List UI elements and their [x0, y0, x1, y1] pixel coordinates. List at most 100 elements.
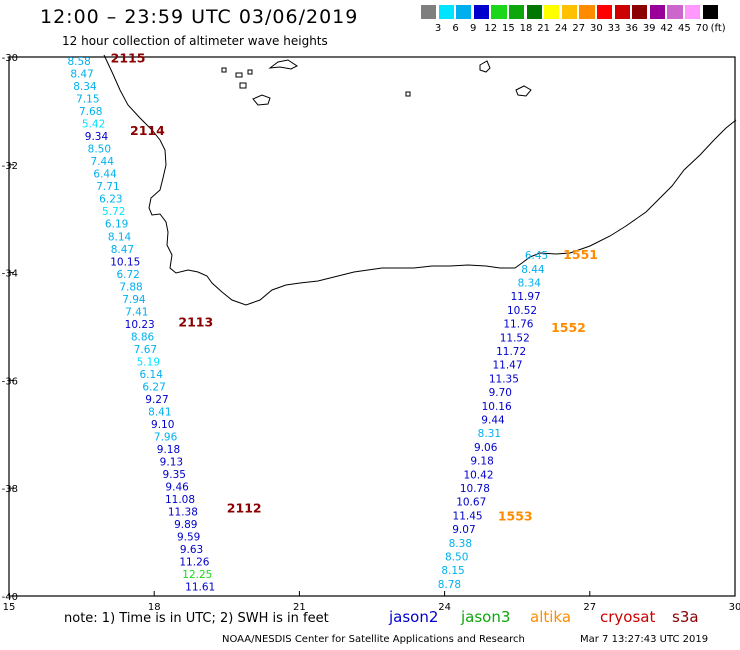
- legend-swatch: [649, 5, 666, 19]
- map-title: 12:00 – 23:59 UTC 03/06/2019: [40, 6, 359, 28]
- wave-height-value: 9.44: [481, 415, 505, 427]
- wave-height-value: 11.26: [179, 557, 209, 569]
- wave-height-value: 10.15: [110, 256, 140, 268]
- pass-label: 2112: [227, 500, 262, 515]
- y-tick-label: -36: [2, 376, 18, 387]
- wave-height-value: 11.47: [492, 360, 522, 372]
- wave-height-value: 10.16: [482, 401, 512, 413]
- legend-swatch: [597, 5, 613, 19]
- legend-swatch: [561, 5, 578, 19]
- legend-label: 21: [537, 23, 550, 34]
- wave-height-value: 10.78: [460, 483, 490, 495]
- islands: [221, 59, 532, 106]
- wave-height-value: 11.38: [168, 507, 198, 519]
- x-tick-label: 24: [438, 602, 451, 613]
- map-subtitle: 12 hour collection of altimeter wave hei…: [62, 34, 328, 48]
- timestamp: Mar 7 13:27:43 UTC 2019: [580, 634, 709, 645]
- wave-height-value: 11.76: [503, 319, 533, 331]
- wave-height-values: 8.588.478.347.157.685.429.348.507.446.44…: [67, 50, 597, 593]
- legend-swatch: [614, 5, 630, 19]
- satellite-legend-altika: altika: [530, 608, 572, 626]
- wave-height-value: 8.86: [131, 331, 155, 343]
- wave-height-value: 11.52: [500, 332, 530, 344]
- wave-height-value: 8.15: [441, 565, 464, 577]
- wave-height-value: 10.52: [507, 305, 537, 317]
- map-frame: 15 18 21 24 27 30 -30 -32 -34 -36 -38 -40: [2, 53, 740, 613]
- wave-height-value: 6.72: [116, 269, 139, 281]
- wave-height-value: 7.67: [134, 344, 157, 356]
- wave-height-value: 7.96: [154, 431, 178, 443]
- x-tick-label: 18: [148, 602, 161, 613]
- legend-label: 9: [470, 23, 477, 34]
- plot-border: [8, 56, 736, 597]
- legend-swatch: [685, 5, 701, 19]
- wave-height-value: 6.44: [93, 169, 117, 181]
- satellite-legend-s3a: s3a: [672, 608, 699, 626]
- wave-height-value: 11.97: [511, 291, 541, 303]
- wave-height-value: 8.50: [445, 552, 468, 564]
- wave-height-value: 9.07: [452, 524, 475, 536]
- satellite-legend-jason3: jason3: [461, 608, 511, 626]
- legend-swatch: [509, 5, 525, 19]
- wave-height-value: 11.08: [165, 494, 195, 506]
- legend-label: 6: [452, 23, 459, 34]
- legend-label: 36: [625, 23, 638, 34]
- wave-height-value: 6.45: [525, 250, 548, 262]
- legend-label: 39: [642, 23, 656, 34]
- wave-height-value: 11.61: [185, 582, 215, 594]
- wave-height-value: 5.42: [82, 119, 105, 131]
- wave-height-value: 10.42: [463, 469, 493, 481]
- y-tick-label: -38: [2, 484, 18, 495]
- legend-label: 70: [695, 23, 709, 34]
- wave-height-value: 8.58: [67, 56, 90, 68]
- legend-label: 33: [607, 23, 621, 34]
- wave-height-value: 9.18: [470, 456, 493, 468]
- legend-swatch: [667, 5, 683, 19]
- legend-label: 3: [434, 23, 442, 34]
- wave-height-value: 7.15: [76, 94, 99, 106]
- legend-swatch: [526, 5, 542, 19]
- legend-swatch: [632, 5, 648, 19]
- pass-label: 2113: [178, 315, 213, 330]
- legend-swatch: [544, 5, 560, 19]
- legend-label: 15: [502, 23, 515, 34]
- y-tick-label: -32: [2, 161, 18, 172]
- wave-height-value: 8.14: [108, 231, 132, 243]
- wave-height-value: 11.72: [496, 346, 526, 358]
- legend-swatch: [438, 5, 454, 19]
- wave-height-value: 9.10: [151, 419, 174, 431]
- wave-height-value: 7.68: [79, 106, 102, 118]
- legend-swatch: [491, 5, 507, 19]
- x-tick-label: 21: [293, 602, 306, 613]
- legend-unit: (ft): [710, 23, 726, 34]
- wave-height-value: 8.50: [88, 144, 111, 156]
- x-tick-label: 27: [583, 602, 596, 613]
- wave-height-value: 9.34: [85, 131, 109, 143]
- legend-label: 18: [519, 23, 533, 34]
- wave-height-value: 7.94: [122, 294, 146, 306]
- pass-label: 1552: [551, 320, 586, 335]
- wave-height-value: 9.59: [177, 532, 200, 544]
- wave-height-value: 8.41: [148, 406, 171, 418]
- wave-height-value: 9.70: [489, 387, 512, 399]
- legend-swatch: [456, 5, 472, 19]
- wave-height-value: 9.27: [145, 394, 168, 406]
- wave-height-value: 11.45: [453, 510, 483, 522]
- legend-swatch: [421, 5, 437, 19]
- coastline: [103, 54, 737, 306]
- wave-height-value: 10.67: [456, 497, 486, 509]
- wave-height-value: 7.44: [91, 156, 115, 168]
- legend-label: 27: [572, 23, 586, 34]
- wave-height-value: 8.31: [478, 428, 501, 440]
- wave-height-value: 7.71: [96, 181, 119, 193]
- wave-height-value: 9.13: [160, 456, 183, 468]
- y-tick-label: -34: [2, 269, 18, 280]
- legend-label: 24: [554, 23, 568, 34]
- wave-height-value: 6.14: [140, 369, 164, 381]
- wave-height-value: 12.25: [182, 569, 212, 581]
- wave-height-value: 8.44: [521, 264, 545, 276]
- pass-label: 1553: [498, 509, 533, 524]
- wave-height-value: 10.23: [125, 319, 155, 331]
- wave-height-value: 9.46: [165, 482, 189, 494]
